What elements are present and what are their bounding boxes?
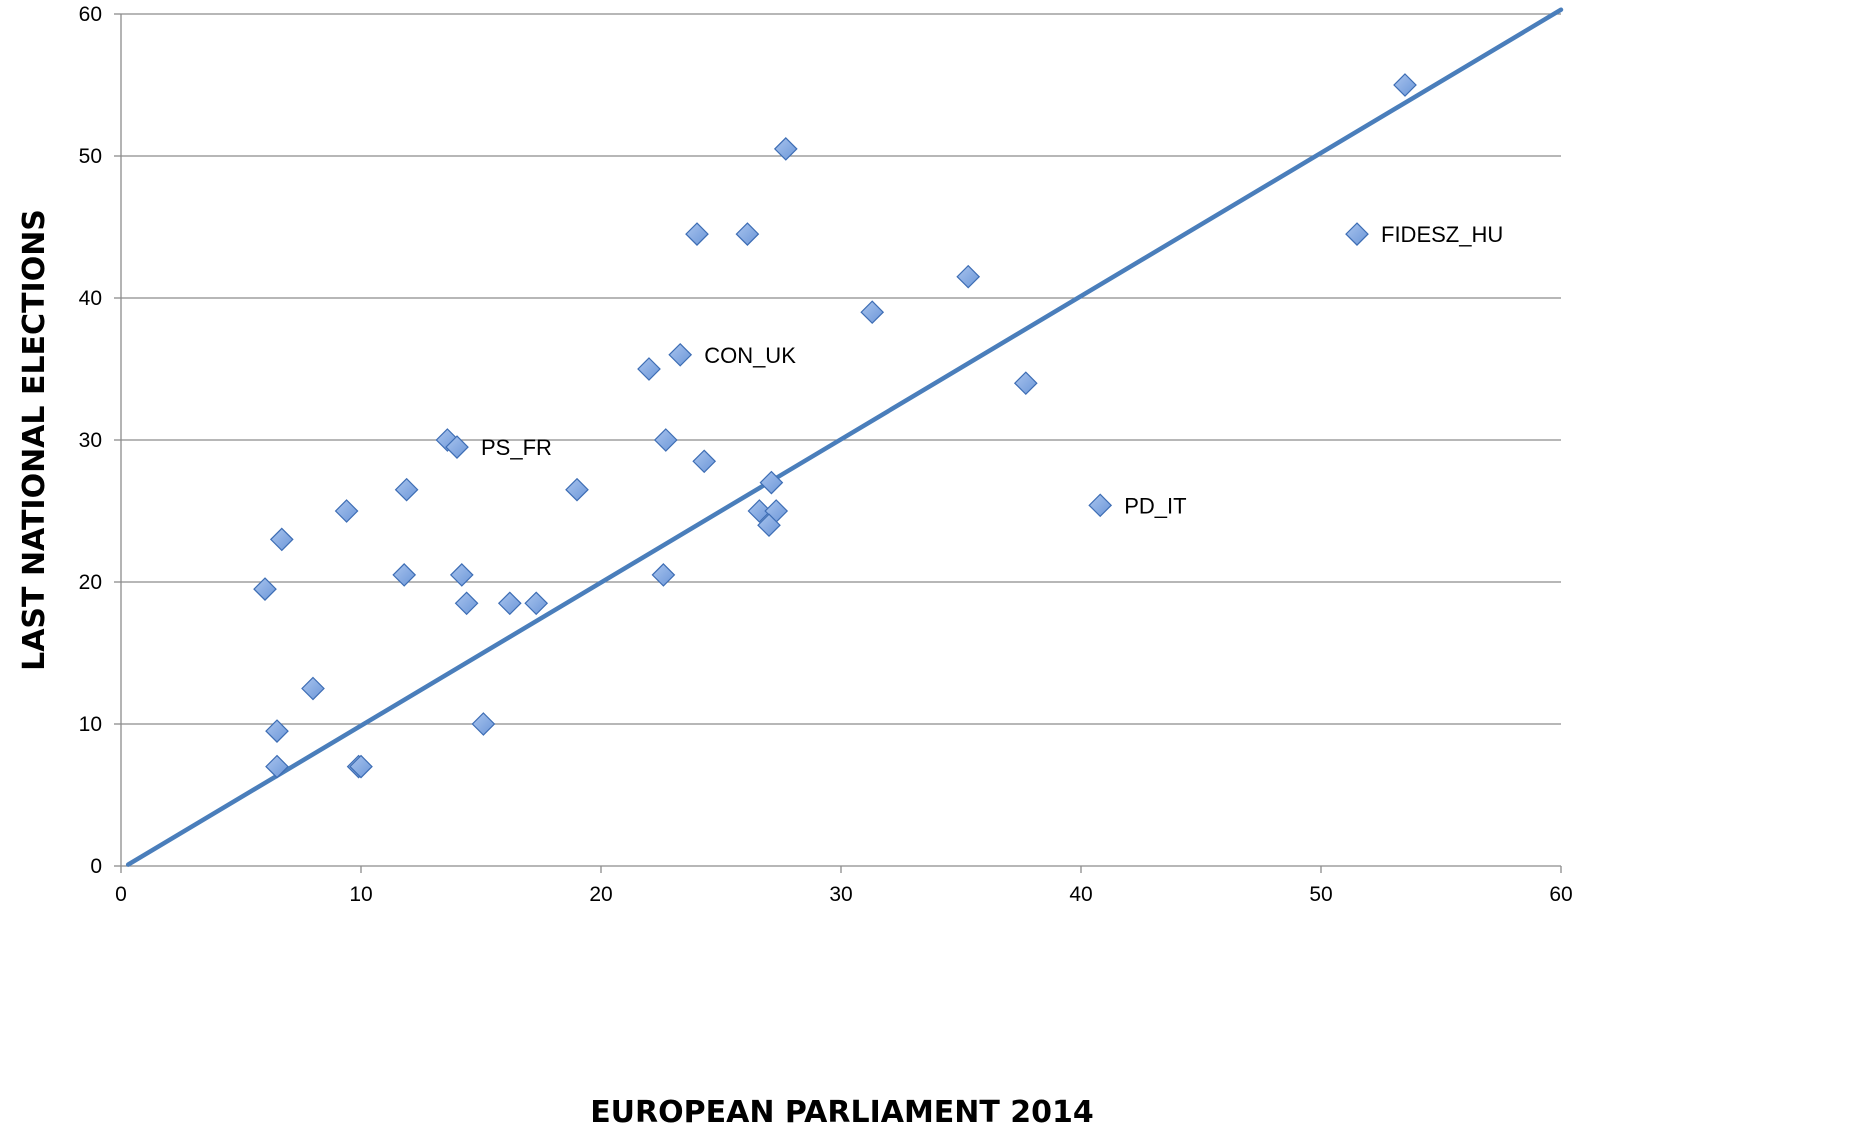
data-point: [653, 428, 678, 452]
data-point: [773, 137, 798, 161]
data-point: [956, 264, 981, 289]
y-tick-label: 30: [79, 429, 102, 452]
data-point: [394, 477, 419, 502]
point-label: CON_UK: [704, 343, 796, 368]
point-label: PD_IT: [1124, 493, 1186, 518]
data-point: [301, 676, 325, 701]
data-point: [392, 563, 417, 587]
data-point: [349, 754, 373, 779]
data-point: [449, 563, 474, 587]
x-tick-labels: 0 10 20 30 40 50 60: [115, 883, 1573, 906]
point-label: FIDESZ_HU: [1381, 222, 1503, 247]
y-axis-title: LAST NATIONAL ELECTIONS: [17, 209, 52, 671]
data-point: [668, 342, 693, 367]
data-point: [524, 591, 549, 616]
y-tick-label: 40: [79, 287, 102, 310]
x-tick-label: 10: [349, 883, 372, 906]
x-tick-label: 60: [1549, 883, 1572, 906]
point-labels: FIDESZ_HU CON_UK PS_FR PD_IT: [481, 222, 1503, 518]
data-point: [471, 712, 496, 736]
y-tick-label: 10: [79, 713, 102, 736]
y-tick-label: 50: [79, 145, 102, 168]
data-point: [454, 591, 479, 616]
y-tick-label: 0: [90, 855, 102, 878]
data-point: [445, 435, 469, 459]
x-tick-label: 0: [115, 883, 127, 906]
axes: [114, 13, 1562, 873]
data-point: [735, 222, 760, 246]
data-point: [651, 563, 676, 587]
data-points: [253, 73, 1417, 779]
x-tick-label: 50: [1309, 883, 1332, 906]
data-point: [1088, 493, 1113, 518]
x-tick-label: 30: [829, 883, 852, 906]
gridlines: [121, 13, 1561, 725]
point-label: PS_FR: [481, 435, 552, 460]
data-point: [565, 477, 589, 502]
y-tick-label: 20: [79, 571, 102, 594]
data-point: [265, 719, 289, 743]
data-point: [860, 300, 885, 325]
data-point: [269, 527, 294, 552]
data-point: [759, 470, 784, 495]
data-point: [265, 754, 289, 779]
trendline-group: [125, 7, 1564, 867]
data-point: [1393, 73, 1417, 97]
data-point: [747, 499, 772, 523]
x-axis-title: EUROPEAN PARLIAMENT 2014: [590, 1095, 1094, 1130]
x-tick-label: 40: [1069, 883, 1092, 906]
data-point: [1345, 222, 1369, 246]
y-tick-label: 60: [79, 3, 102, 26]
data-point: [685, 222, 709, 246]
trendline: [125, 7, 1564, 867]
data-point: [253, 577, 277, 601]
data-point: [497, 591, 522, 616]
data-point: [692, 449, 717, 474]
data-point: [757, 513, 781, 538]
y-tick-labels: 0 10 20 30 40 50 60: [79, 3, 102, 878]
x-tick-label: 20: [589, 883, 612, 906]
data-point: [334, 499, 359, 523]
data-point: [1013, 371, 1038, 396]
data-point: [637, 357, 661, 381]
